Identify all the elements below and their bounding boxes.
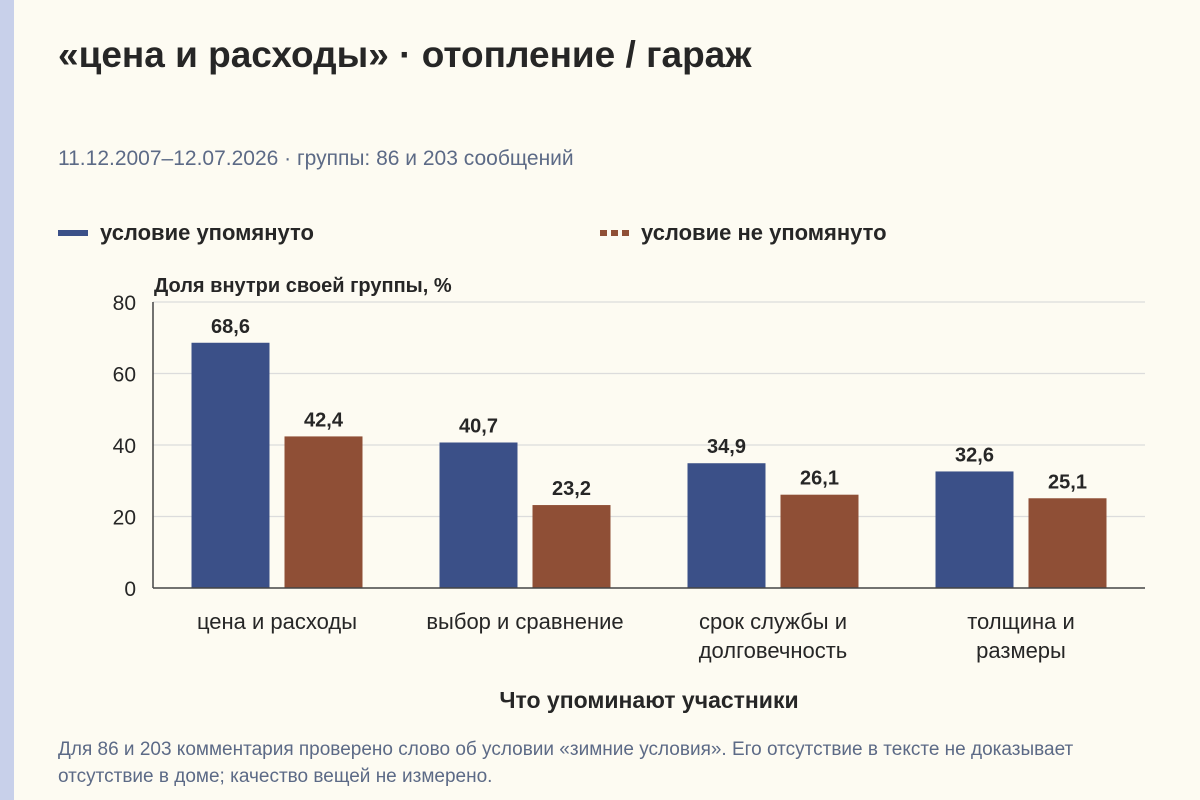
x-tick-label: долговечность — [699, 638, 848, 663]
bar-not-mentioned — [1028, 498, 1107, 588]
footnote: Для 86 и 203 комментария проверено слово… — [58, 739, 1074, 787]
data-label: 68,6 — [211, 316, 250, 338]
data-label: 25,1 — [1048, 471, 1087, 493]
data-label: 34,9 — [707, 436, 746, 458]
legend-label-not-mentioned: условие не упомянуто — [641, 220, 887, 245]
axes: 0 20 40 60 80 цена и расходы выбор и сравнение… — [113, 292, 1145, 663]
data-label: 26,1 — [800, 468, 839, 490]
x-axis-label: Что упоминают участники — [499, 687, 798, 713]
bar-not-mentioned — [532, 505, 611, 588]
data-label: 40,7 — [459, 415, 498, 437]
legend-label-mentioned: условие упомянуто — [100, 220, 314, 245]
legend-item-mentioned: условие упомянуто — [58, 219, 314, 247]
data-label: 23,2 — [552, 478, 591, 500]
x-tick-label: срок службы и — [699, 609, 847, 634]
x-tick-label: выбор и сравнение — [426, 609, 623, 634]
bars: 68,6 42,4 40,7 23,2 34,9 26,1 32,6 25,1 — [191, 316, 1107, 588]
legend-swatch-not-mentioned — [600, 230, 629, 236]
y-tick-label: 40 — [113, 435, 136, 458]
y-tick-label: 60 — [113, 364, 136, 387]
y-axis-label: Доля внутри своей группы, % — [154, 275, 452, 297]
left-accent-bar — [0, 0, 14, 800]
bar-mentioned — [687, 463, 766, 588]
x-tick-label: толщина и — [967, 609, 1075, 634]
legend-item-not-mentioned: условие не упомянуто — [600, 219, 887, 247]
bar-not-mentioned — [780, 494, 859, 588]
data-label: 32,6 — [955, 444, 994, 466]
data-label: 42,4 — [304, 409, 344, 431]
x-tick-label: цена и расходы — [197, 609, 357, 634]
bar-mentioned — [191, 342, 270, 588]
y-tick-label: 20 — [113, 507, 136, 530]
bar-mentioned — [935, 471, 1014, 588]
chart-title: «цена и расходы» · отопление / гараж — [58, 34, 752, 75]
y-tick-label: 80 — [113, 292, 136, 315]
y-tick-label: 0 — [124, 578, 136, 601]
legend-swatch-mentioned — [58, 230, 88, 236]
bar-not-mentioned — [284, 436, 363, 588]
x-tick-label: размеры — [976, 638, 1066, 663]
bar-mentioned — [439, 442, 518, 588]
chart-subtitle: 11.12.2007–12.07.2026 · группы: 86 и 203… — [58, 147, 574, 170]
